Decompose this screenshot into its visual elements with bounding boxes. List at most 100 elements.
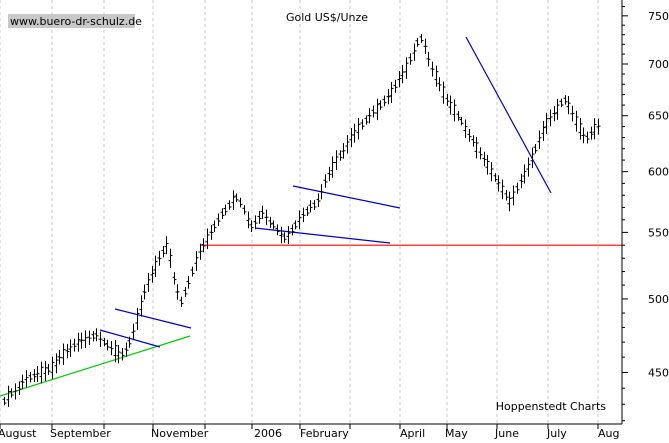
ohlc-bar (463, 119, 468, 139)
ohlc-bar (563, 95, 568, 105)
ohlc-bar (127, 336, 132, 348)
ohlc-bar (507, 191, 512, 212)
ohlc-bar (94, 328, 99, 342)
ohlc-bar (430, 61, 435, 77)
ohlc-bar (301, 207, 306, 223)
ohlc-bar (249, 220, 254, 232)
ohlc-bar (570, 105, 575, 122)
ohlc-bar (142, 284, 147, 300)
ohlc-bar (393, 79, 398, 93)
y-tick-label: 750 (648, 10, 669, 23)
x-tick-label: February (300, 427, 349, 439)
ohlc-bar (426, 51, 431, 67)
y-tick-label: 650 (648, 110, 669, 123)
ohlc-bar (544, 112, 549, 135)
ohlc-bar (308, 200, 313, 213)
x-tick-label: May (445, 427, 468, 439)
ohlc-bar (297, 210, 302, 230)
ohlc-bar (327, 166, 332, 182)
ohlc-bar (279, 226, 284, 244)
price-bars (2, 34, 601, 407)
ohlc-bar (519, 173, 524, 189)
y-tick-label: 500 (648, 293, 669, 306)
ohlc-bar (183, 287, 188, 297)
ohlc-bar (124, 342, 129, 357)
ohlc-bar (135, 307, 140, 330)
ohlc-bar (305, 206, 310, 216)
ohlc-bar (201, 238, 206, 253)
ohlc-bar (227, 200, 232, 210)
ohlc-bar (264, 209, 269, 226)
ohlc-bar (316, 193, 321, 207)
ohlc-bar (474, 136, 479, 159)
trend-lines (0, 36, 622, 397)
vertical-gridlines (0, 0, 599, 424)
ohlc-bar (589, 126, 594, 140)
ohlc-bar (330, 156, 335, 178)
ohlc-bar (526, 157, 531, 177)
ohlc-bar (50, 356, 55, 380)
ohlc-bar (190, 266, 195, 277)
ohlc-bar (282, 232, 287, 243)
ohlc-bar (437, 77, 442, 92)
ohlc-bar (87, 330, 92, 345)
ohlc-bar (271, 220, 276, 230)
ohlc-bar (54, 353, 59, 374)
ohlc-bar (533, 143, 538, 154)
ohlc-bar (2, 396, 7, 406)
ohlc-bar (537, 130, 542, 150)
x-tick-label: 2006 (254, 427, 282, 439)
ohlc-bar (161, 246, 166, 258)
y-tick-label: 600 (648, 166, 669, 179)
ohlc-bar (592, 118, 597, 140)
ohlc-bar (257, 210, 262, 224)
ohlc-bar (448, 95, 453, 115)
y-tick-label: 450 (648, 366, 669, 379)
ohlc-bar (552, 106, 557, 122)
ohlc-bar (500, 179, 505, 200)
ohlc-bar (150, 265, 155, 283)
ohlc-bar (223, 204, 228, 216)
ohlc-bar (338, 150, 343, 161)
ohlc-bar (511, 185, 516, 206)
y-tick-label: 700 (648, 58, 669, 71)
ohlc-bar (364, 115, 369, 125)
ohlc-bar (378, 100, 383, 110)
ohlc-bar (408, 53, 413, 65)
chart-title: Gold US$/Unze (286, 11, 368, 24)
ohlc-bar (559, 98, 564, 108)
ohlc-bar (290, 224, 295, 236)
ohlc-bar (253, 215, 258, 230)
ohlc-bar (293, 220, 298, 230)
ohlc-bar (68, 339, 73, 357)
ohlc-bar (17, 381, 22, 396)
ohlc-bar (367, 108, 372, 124)
ohlc-bar (32, 369, 37, 383)
ohlc-bar (9, 388, 14, 398)
x-tick-label: June (494, 427, 519, 439)
ohlc-bar (452, 99, 457, 122)
ohlc-bar (20, 374, 25, 390)
ohlc-bar (57, 349, 62, 365)
ohlc-bar (467, 129, 472, 142)
ohlc-bar (456, 110, 461, 121)
x-tick-label: Aug (598, 427, 619, 439)
watermark-text: www.buero-dr-schulz.de (10, 15, 142, 28)
ohlc-bar (566, 95, 571, 115)
ohlc-bar (105, 339, 110, 351)
ohlc-bar (168, 248, 173, 269)
ohlc-bar (61, 343, 66, 365)
ohlc-bar (164, 236, 169, 255)
ohlc-bar (175, 284, 180, 300)
ohlc-bar (585, 131, 590, 144)
ohlc-bar (356, 118, 361, 140)
ohlc-bar (334, 150, 339, 171)
ohlc-bar (76, 332, 81, 352)
ohlc-bar (98, 331, 103, 347)
ohlc-bar (530, 147, 535, 169)
ohlc-bar (386, 89, 391, 105)
x-tick-label: November (151, 427, 209, 439)
x-tick-label: July (546, 427, 567, 439)
ohlc-bar (434, 65, 439, 87)
ohlc-bar (242, 205, 247, 215)
